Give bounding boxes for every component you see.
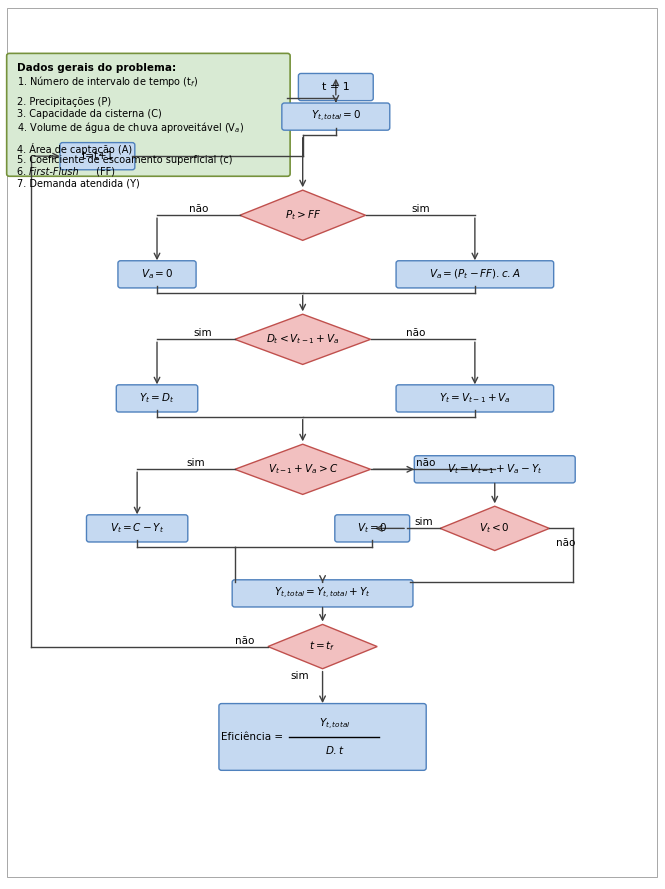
Text: 7. Demanda atendida (Y): 7. Demanda atendida (Y): [17, 178, 140, 188]
Text: $V_t = V_{t-1}+V_a - Y_t$: $V_t = V_{t-1}+V_a - Y_t$: [447, 462, 543, 477]
Text: 1. Número de intervalo de tempo (t$_f$): 1. Número de intervalo de tempo (t$_f$): [17, 75, 198, 90]
Text: Eficiência =: Eficiência =: [221, 732, 286, 742]
Text: $Y_{t,total}$: $Y_{t,total}$: [319, 717, 350, 732]
Text: não: não: [235, 636, 255, 645]
Text: $Y_t = D_t$: $Y_t = D_t$: [140, 391, 175, 405]
Text: sim: sim: [290, 671, 309, 681]
Polygon shape: [440, 506, 549, 550]
Text: $V_{t-1}+V_a > C$: $V_{t-1}+V_a > C$: [267, 462, 338, 477]
FancyBboxPatch shape: [86, 515, 188, 542]
Text: não: não: [406, 328, 426, 339]
Text: 2. Precipitações (P): 2. Precipitações (P): [17, 98, 112, 108]
FancyBboxPatch shape: [60, 142, 135, 170]
Polygon shape: [240, 190, 366, 240]
Text: não: não: [189, 204, 208, 214]
Text: 6.: 6.: [17, 166, 29, 177]
Text: $V_t = C - Y_t$: $V_t = C - Y_t$: [110, 522, 164, 535]
FancyBboxPatch shape: [118, 260, 196, 288]
FancyBboxPatch shape: [396, 385, 554, 412]
Text: 4. Volume de água de chuva aproveitável (V$_a$): 4. Volume de água de chuva aproveitável …: [17, 120, 244, 135]
FancyBboxPatch shape: [232, 580, 413, 607]
Text: $V_a = (P_t - FF) . c . A$: $V_a = (P_t - FF) . c . A$: [429, 268, 521, 281]
FancyBboxPatch shape: [299, 74, 373, 100]
Text: $D . t$: $D . t$: [325, 744, 344, 756]
Text: $Y_{t,total} = Y_{t,total}+Y_t$: $Y_{t,total} = Y_{t,total}+Y_t$: [275, 586, 371, 601]
Text: sim: sim: [414, 517, 433, 527]
FancyBboxPatch shape: [282, 103, 390, 130]
Text: $Y_{t,total} = 0$: $Y_{t,total} = 0$: [311, 109, 361, 124]
Text: t = 1: t = 1: [322, 82, 350, 92]
Text: $Y_t = V_{t-1} + V_a$: $Y_t = V_{t-1} + V_a$: [439, 391, 511, 405]
FancyBboxPatch shape: [219, 703, 426, 771]
Polygon shape: [235, 444, 370, 494]
Text: $V_t = 0$: $V_t = 0$: [357, 522, 388, 535]
Polygon shape: [235, 314, 370, 364]
FancyBboxPatch shape: [334, 515, 410, 542]
Text: $V_t < 0$: $V_t < 0$: [479, 522, 510, 535]
Text: $D_t < V_{t-1}+V_a$: $D_t < V_{t-1}+V_a$: [266, 332, 339, 346]
Text: não: não: [556, 538, 575, 549]
FancyBboxPatch shape: [414, 456, 575, 483]
Text: 3. Capacidade da cisterna (C): 3. Capacidade da cisterna (C): [17, 109, 162, 119]
Text: não: não: [416, 459, 436, 469]
Text: First-Flush: First-Flush: [29, 166, 79, 177]
FancyBboxPatch shape: [7, 53, 290, 176]
Text: $t=t_f$: $t=t_f$: [309, 640, 336, 653]
Text: Dados gerais do problema:: Dados gerais do problema:: [17, 63, 176, 73]
Text: sim: sim: [411, 204, 430, 214]
FancyBboxPatch shape: [396, 260, 554, 288]
Text: $P_t > FF$: $P_t > FF$: [285, 208, 321, 222]
Text: 5. Coeficiente de escoamento superficial (c): 5. Coeficiente de escoamento superficial…: [17, 155, 233, 165]
Text: t=t+1: t=t+1: [81, 151, 114, 161]
Text: 4. Área de captação (A): 4. Área de captação (A): [17, 143, 132, 156]
Text: (FF): (FF): [94, 166, 116, 177]
Text: $V_a = 0$: $V_a = 0$: [141, 268, 174, 281]
Text: sim: sim: [194, 328, 212, 339]
Text: sim: sim: [187, 459, 205, 469]
Polygon shape: [268, 624, 377, 669]
FancyBboxPatch shape: [116, 385, 198, 412]
